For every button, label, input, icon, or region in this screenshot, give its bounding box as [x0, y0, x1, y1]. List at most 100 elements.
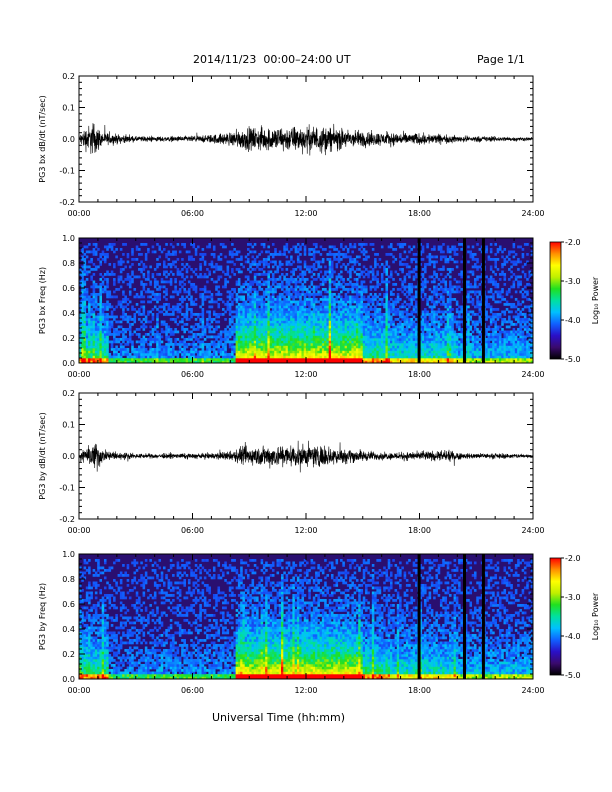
heatmap-cell: [156, 318, 159, 321]
heatmap-cell: [90, 345, 93, 349]
heatmap-cell: [94, 343, 98, 346]
heatmap-cell: [162, 265, 166, 269]
heatmap-cell: [290, 293, 293, 296]
heatmap-cell: [353, 310, 357, 314]
heatmap-cell: [276, 283, 280, 286]
heatmap-cell: [412, 253, 416, 256]
heatmap-cell: [144, 253, 148, 256]
heatmap-cell: [119, 330, 123, 334]
heatmap-cell: [414, 330, 418, 334]
heatmap-cell: [378, 345, 382, 349]
heatmap-cell: [237, 320, 241, 324]
heatmap-cell: [317, 275, 320, 279]
heatmap-cell: [249, 348, 252, 351]
heatmap-cell: [246, 310, 250, 314]
heatmap-cell: [140, 325, 143, 329]
heatmap-cell: [360, 305, 364, 309]
heatmap-cell: [246, 335, 250, 339]
heatmap-cell: [167, 313, 171, 316]
heatmap-cell: [246, 248, 250, 251]
heatmap-cell: [412, 355, 416, 359]
heatmap-cell: [128, 285, 132, 289]
heatmap-cell: [126, 355, 130, 359]
heatmap-cell: [160, 250, 164, 254]
heatmap-cell: [108, 330, 112, 334]
heatmap-cell: [192, 285, 196, 289]
heatmap-cell: [337, 333, 341, 336]
heatmap-cell: [178, 358, 182, 361]
heatmap-cell: [378, 313, 382, 316]
heatmap-cell: [426, 355, 429, 359]
heatmap-cell: [315, 313, 318, 316]
heatmap-cell: [351, 355, 354, 359]
heatmap-cell: [158, 353, 162, 356]
heatmap-cell: [405, 318, 409, 321]
heatmap-cell: [340, 340, 343, 344]
heatmap-cell: [335, 253, 339, 256]
heatmap-cell: [353, 328, 357, 331]
heatmap-cell: [383, 360, 386, 364]
heatmap-cell: [267, 283, 270, 286]
heatmap-cell: [281, 253, 284, 256]
heatmap-cell: [399, 328, 402, 331]
heatmap-cell: [274, 348, 277, 351]
heatmap-cell: [385, 338, 389, 341]
heatmap-cell: [233, 325, 236, 329]
heatmap-cell: [274, 253, 277, 256]
heatmap-cell: [178, 360, 182, 364]
heatmap-cell: [324, 333, 327, 336]
heatmap-cell: [142, 288, 146, 291]
heatmap-cell: [317, 335, 320, 339]
heatmap-cell: [256, 325, 259, 329]
heatmap-cell: [324, 310, 327, 314]
heatmap-cell: [312, 250, 316, 254]
heatmap-cell: [206, 350, 209, 354]
heatmap-cell: [290, 330, 293, 334]
heatmap-cell: [278, 298, 282, 301]
heatmap-cell: [342, 333, 345, 336]
heatmap-cell: [103, 330, 107, 334]
heatmap-cell: [212, 255, 216, 259]
heatmap-cell: [167, 340, 171, 344]
heatmap-cell: [79, 280, 82, 284]
heatmap-cell: [405, 285, 409, 289]
heatmap-cell: [281, 325, 284, 329]
heatmap-cell: [128, 290, 132, 294]
heatmap-cell: [419, 335, 423, 339]
heatmap-cell: [389, 333, 393, 336]
heatmap-cell: [101, 313, 105, 316]
heatmap-cell: [315, 343, 318, 346]
heatmap-cell: [217, 303, 221, 306]
heatmap-cell: [158, 285, 162, 289]
heatmap-cell: [156, 350, 159, 354]
heatmap-cell: [162, 305, 166, 309]
heatmap-cell: [79, 358, 82, 361]
heatmap-cell: [278, 335, 282, 339]
heatmap-cell: [140, 338, 143, 341]
heatmap-cell: [253, 325, 257, 329]
heatmap-cell: [412, 278, 416, 281]
heatmap-cell: [337, 313, 341, 316]
heatmap-cell: [106, 340, 109, 344]
heatmap-cell: [426, 300, 429, 304]
heatmap-cell: [337, 275, 341, 279]
heatmap-cell: [428, 318, 432, 321]
heatmap-cell: [131, 340, 134, 344]
heatmap-cell: [437, 335, 441, 339]
heatmap-cell: [326, 333, 329, 336]
heatmap-cell: [271, 313, 275, 316]
heatmap-cell: [285, 293, 289, 296]
heatmap-cell: [92, 290, 96, 294]
heatmap-cell: [249, 313, 252, 316]
heatmap-cell: [387, 360, 391, 364]
heatmap-cell: [144, 350, 148, 354]
heatmap-cell: [190, 343, 193, 346]
heatmap-cell: [337, 303, 341, 306]
heatmap-cell: [108, 353, 112, 356]
heatmap-cell: [294, 303, 298, 306]
heatmap-cell: [274, 340, 277, 344]
heatmap-cell: [222, 243, 225, 246]
heatmap-cell: [228, 330, 232, 334]
heatmap-cell: [281, 288, 284, 291]
heatmap-cell: [319, 323, 323, 326]
